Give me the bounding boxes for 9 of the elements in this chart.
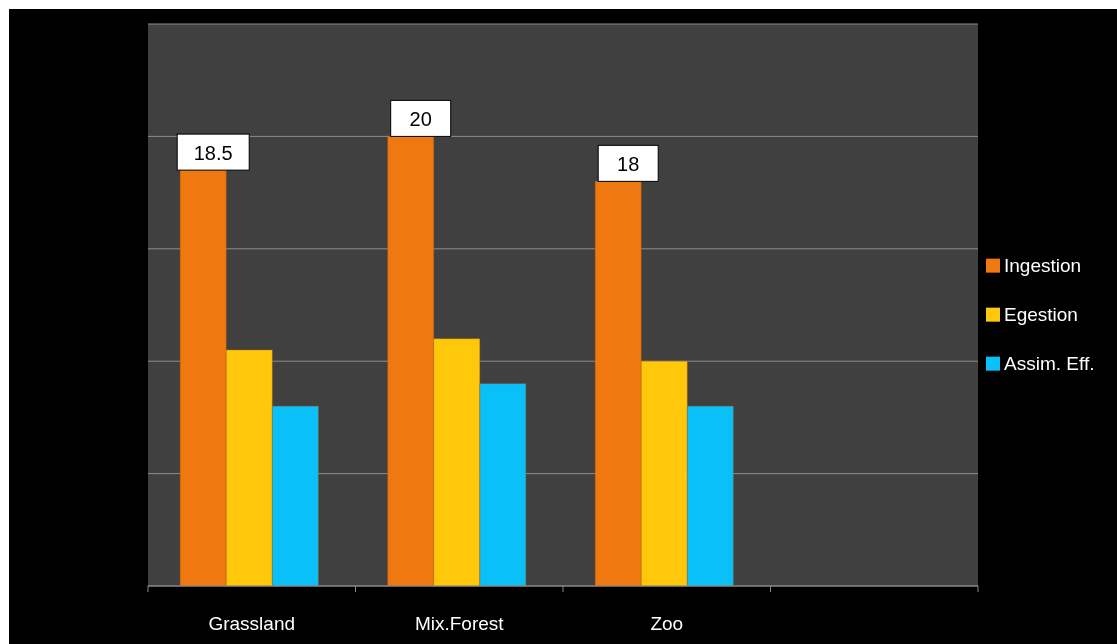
legend-label: Egestion xyxy=(1004,304,1078,326)
data-label: 18 xyxy=(617,153,640,176)
x-tick-label: Mix.Forest xyxy=(414,613,505,634)
legend-label: Ingestion xyxy=(1004,255,1082,277)
x-tick-label: Grassland xyxy=(208,613,296,634)
x-tick-label: Zoo xyxy=(650,613,684,634)
data-label: 20 xyxy=(409,108,432,131)
data-label: 18.5 xyxy=(193,142,233,165)
legend-label: Assim. Eff. xyxy=(1004,353,1095,375)
